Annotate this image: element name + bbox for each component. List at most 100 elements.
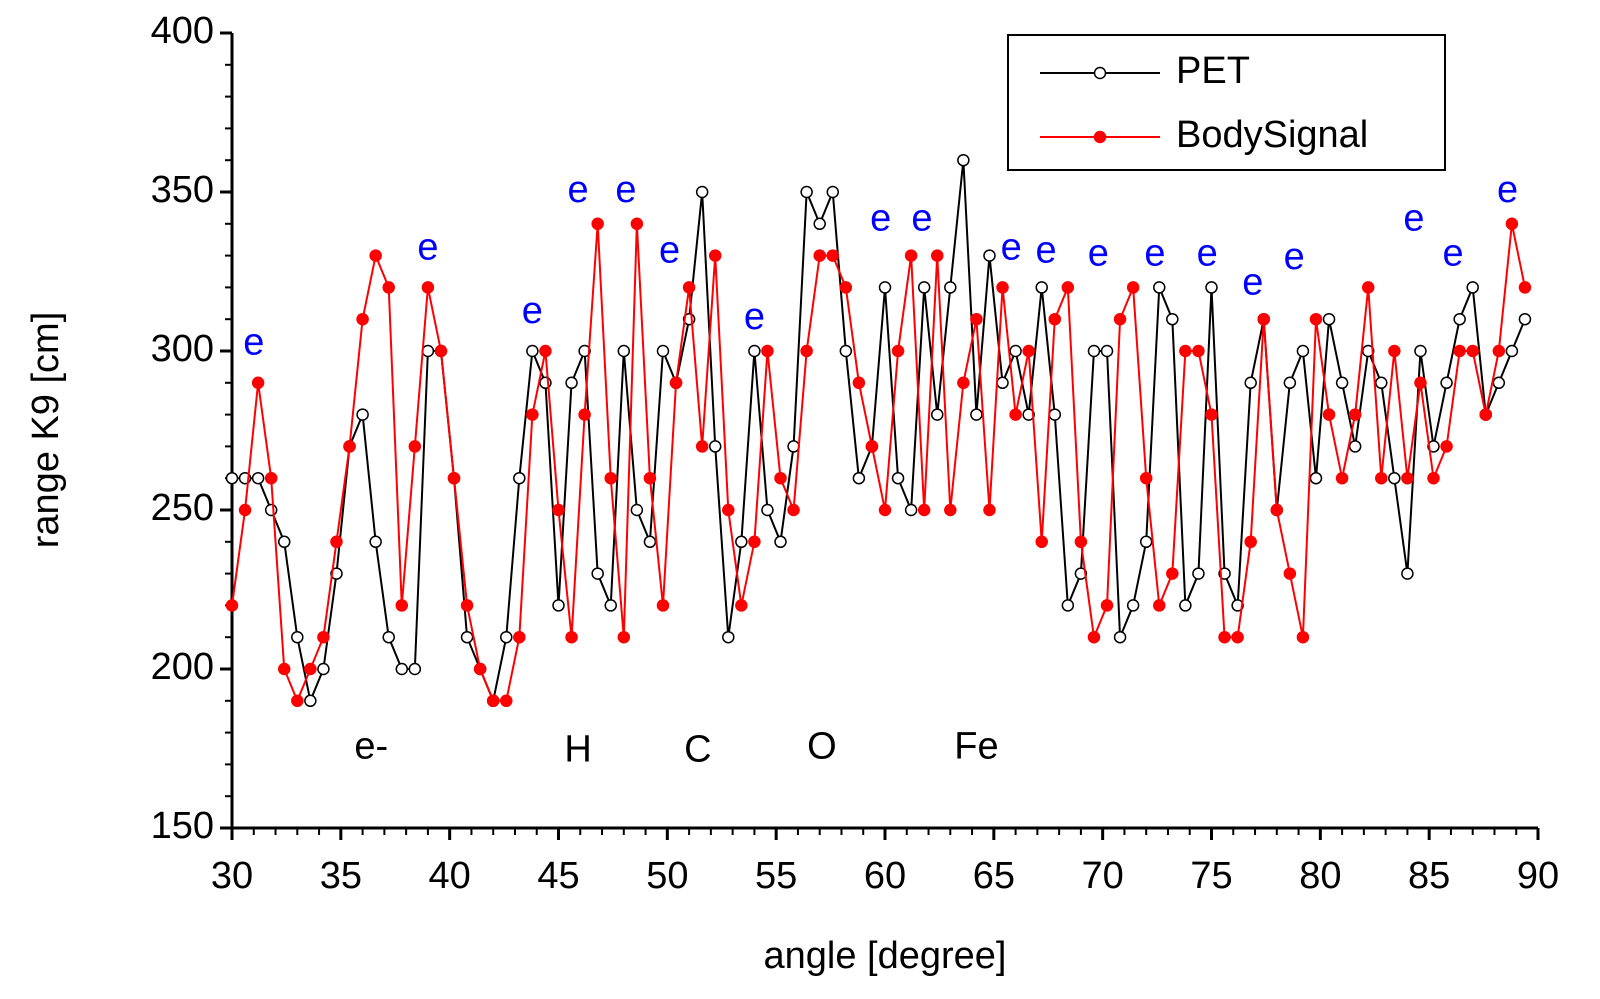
- data-point: [591, 217, 604, 231]
- data-point: [1126, 599, 1140, 612]
- series-line: [231, 223, 1526, 704]
- data-point: [225, 471, 239, 485]
- data-point: [682, 281, 696, 294]
- data-point: [604, 599, 617, 612]
- data-point: [1283, 567, 1297, 580]
- data-point: [1375, 376, 1388, 390]
- data-point: [1153, 599, 1166, 612]
- data-point: [1192, 567, 1205, 580]
- data-point: [591, 567, 604, 580]
- data-point: [656, 599, 670, 612]
- data-point: [356, 312, 369, 326]
- data-point: [1022, 344, 1035, 358]
- x-axis-label: angle [degree]: [764, 935, 1007, 977]
- data-point: [1061, 281, 1075, 294]
- annotation: e: [744, 296, 765, 338]
- data-point: [996, 281, 1009, 294]
- data-point: [1231, 599, 1244, 612]
- y-axis-label: range K9 [cm]: [25, 312, 67, 549]
- data-point: [1414, 344, 1427, 358]
- data-point: [304, 694, 317, 708]
- data-point: [917, 281, 931, 294]
- data-point: [617, 344, 631, 358]
- data-point: [304, 662, 317, 676]
- data-point: [1348, 408, 1362, 421]
- data-point: [1035, 281, 1048, 294]
- data-point: [421, 344, 435, 358]
- annotation: e: [568, 169, 589, 211]
- data-point: [1257, 312, 1270, 326]
- data-point: [513, 471, 526, 485]
- data-point: [473, 662, 487, 676]
- data-point: [1401, 471, 1414, 485]
- data-point: [1361, 281, 1375, 294]
- data-point: [643, 471, 657, 485]
- data-point: [369, 249, 382, 262]
- data-point: [251, 471, 265, 485]
- x-tick-label: 55: [755, 855, 797, 897]
- annotation: e: [1036, 229, 1057, 271]
- data-point: [408, 662, 422, 676]
- data-point: [277, 662, 291, 676]
- data-point: [656, 344, 670, 358]
- data-point: [735, 535, 748, 549]
- data-point: [957, 153, 970, 167]
- annotation: e: [659, 229, 680, 271]
- x-tick-label: 60: [864, 855, 906, 897]
- x-tick-label: 45: [537, 855, 579, 897]
- data-point: [1139, 535, 1153, 549]
- data-point: [1466, 344, 1479, 358]
- data-point: [787, 503, 800, 517]
- y-tick-label: 250: [151, 487, 214, 529]
- data-point: [826, 249, 840, 262]
- x-tick-label: 40: [429, 855, 471, 897]
- annotation: e: [1497, 169, 1518, 211]
- data-point: [1296, 630, 1310, 644]
- data-point: [1440, 376, 1453, 390]
- data-point: [826, 185, 840, 199]
- data-point: [630, 217, 644, 231]
- data-point: [852, 471, 866, 485]
- data-point: [1270, 503, 1284, 517]
- data-point: [552, 503, 565, 517]
- data-point: [944, 503, 957, 517]
- data-point: [813, 249, 826, 262]
- data-point: [695, 440, 709, 453]
- x-tick-label: 90: [1517, 855, 1559, 897]
- data-point: [800, 185, 813, 199]
- data-point: [552, 599, 565, 612]
- data-point: [526, 408, 539, 421]
- annotation: e: [1242, 261, 1263, 303]
- data-point: [447, 471, 461, 485]
- data-point: [1166, 567, 1179, 580]
- data-point: [930, 249, 944, 262]
- data-point: [1035, 535, 1048, 549]
- data-point: [1087, 344, 1101, 358]
- data-point: [1100, 599, 1114, 612]
- data-point: [1309, 312, 1323, 326]
- data-point: [317, 662, 330, 676]
- data-point: [1348, 440, 1362, 453]
- data-point: [1427, 471, 1440, 485]
- legend-label: PET: [1176, 50, 1250, 92]
- data-point: [1335, 471, 1349, 485]
- data-point: [761, 344, 774, 358]
- data-point: [1048, 408, 1062, 421]
- data-point: [1009, 408, 1022, 421]
- data-point: [1205, 408, 1218, 421]
- legend-label: BodySignal: [1176, 114, 1368, 156]
- data-point: [748, 535, 761, 549]
- data-point: [1283, 376, 1297, 390]
- data-point: [408, 440, 422, 453]
- data-point: [565, 630, 578, 644]
- data-point: [395, 662, 409, 676]
- data-point: [1361, 344, 1375, 358]
- annotation: e: [870, 198, 891, 240]
- data-point: [1401, 567, 1414, 580]
- annotation: e: [615, 169, 636, 211]
- data-point: [1296, 344, 1310, 358]
- data-point: [1518, 281, 1532, 294]
- data-point: [500, 630, 513, 644]
- data-point: [1061, 599, 1075, 612]
- data-point: [1153, 281, 1166, 294]
